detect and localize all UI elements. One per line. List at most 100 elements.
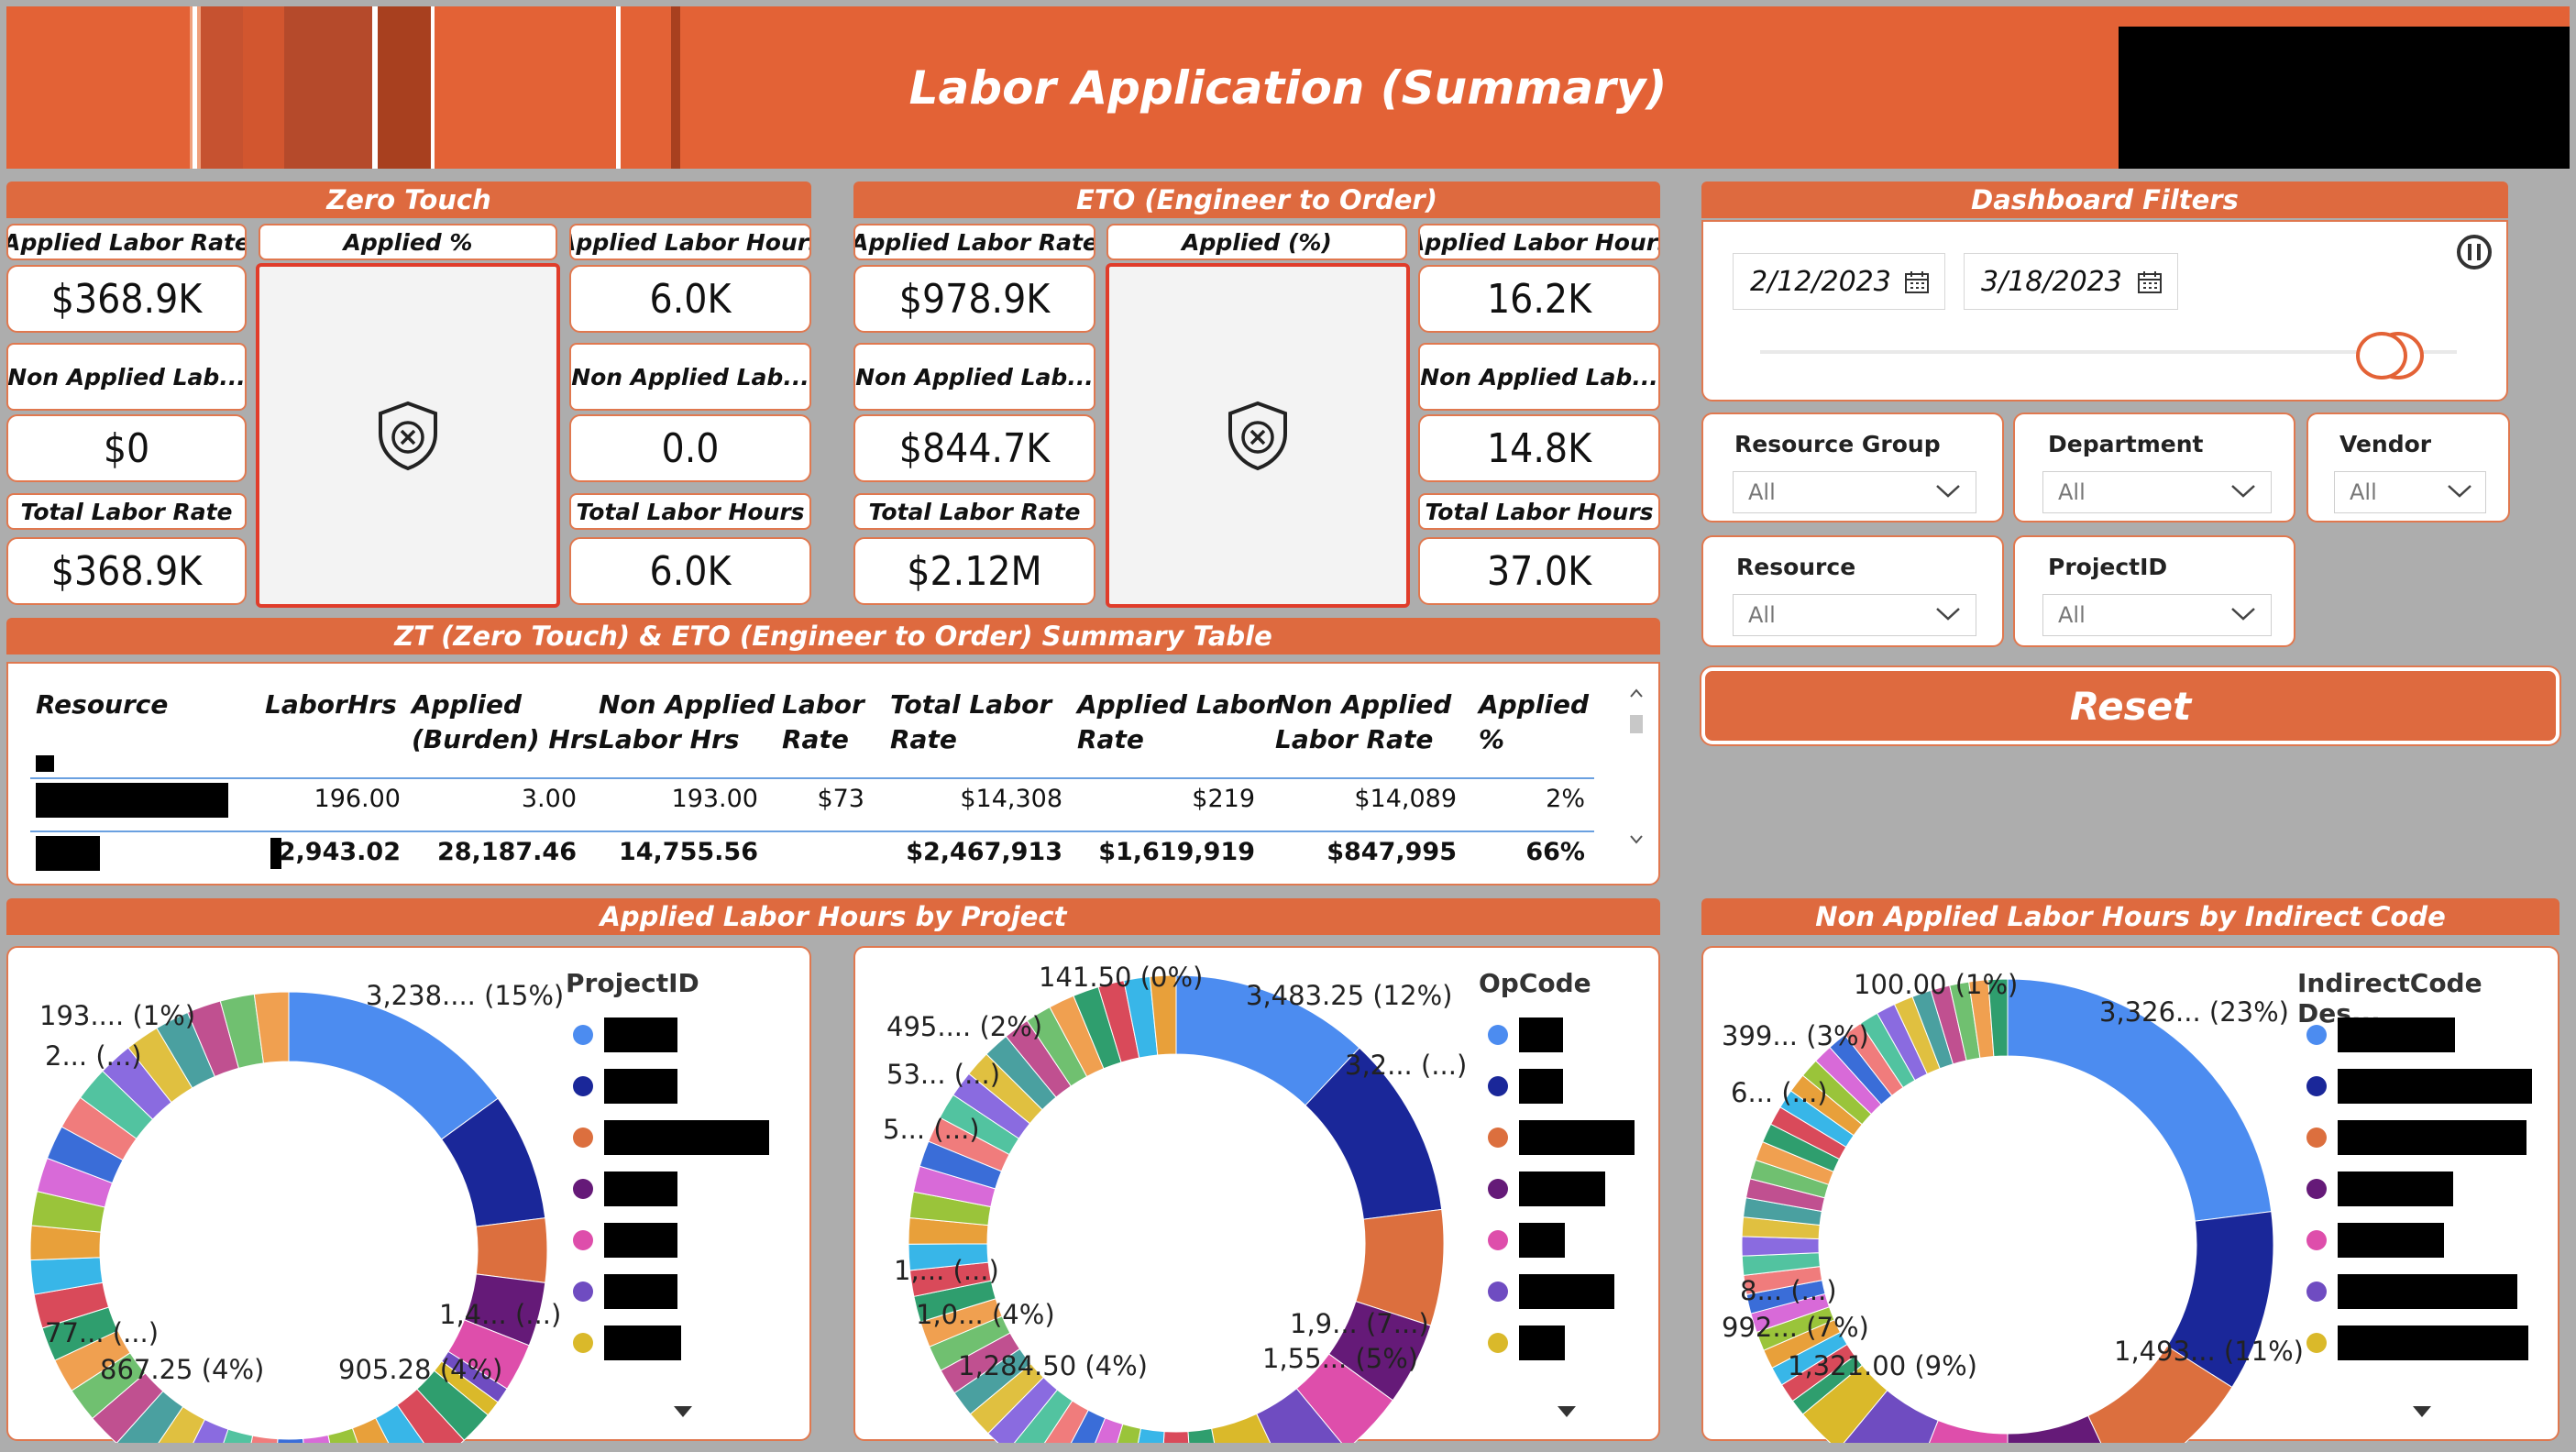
project-donut-chart[interactable]: 3,238.... (15%) 1,4... (...) 905.28 (4%) 86… — [8, 948, 813, 1443]
legend-marker[interactable] — [1488, 1179, 1508, 1199]
calendar-icon[interactable] — [1904, 270, 1930, 294]
legend-marker[interactable] — [1488, 1282, 1508, 1302]
legend-marker[interactable] — [2306, 1230, 2327, 1250]
donut-slice[interactable] — [1256, 1388, 1347, 1443]
calendar-icon[interactable] — [2137, 270, 2163, 294]
redacted-legend-label[interactable] — [2338, 1069, 2532, 1104]
date-slider-handle-end[interactable] — [2356, 332, 2407, 380]
info-icon[interactable] — [2455, 233, 2493, 271]
donut-slice[interactable] — [1211, 1413, 1291, 1443]
start-date-input[interactable]: 2/12/2023 — [1733, 253, 1945, 310]
legend-marker[interactable] — [1488, 1333, 1508, 1353]
redacted-legend-label[interactable] — [1519, 1326, 1565, 1360]
scroll-down-icon[interactable] — [1627, 832, 1646, 847]
redacted-legend-label[interactable] — [1519, 1120, 1635, 1155]
redacted-legend-label[interactable] — [1519, 1069, 1563, 1104]
redacted-legend-label[interactable] — [2338, 1223, 2444, 1258]
legend-marker[interactable] — [2306, 1179, 2327, 1199]
donut-slice[interactable] — [1987, 978, 2009, 1058]
zt-non-applied-hours-label: Non Applied Lab... — [569, 343, 811, 411]
legend-more-icon[interactable] — [674, 1406, 692, 1419]
redacted-legend-label[interactable] — [604, 1274, 677, 1309]
col-labor-hrs[interactable]: LaborHrs — [265, 689, 397, 720]
redacted-legend-label[interactable] — [2338, 1018, 2455, 1052]
redacted-legend-label[interactable] — [604, 1223, 677, 1258]
indirect-donut-chart[interactable]: 3,326... (23%) 1,493... (11%) 1,321.00 (9%… — [1703, 948, 2561, 1443]
redacted-legend-label[interactable] — [604, 1172, 677, 1206]
slice-data-label: 1,... (...) — [894, 1255, 999, 1286]
table-scrollbar[interactable] — [1627, 686, 1646, 847]
donut-slice[interactable] — [253, 991, 290, 1064]
donut-slice[interactable] — [1910, 1419, 2009, 1443]
project-id-dropdown[interactable]: All — [2042, 594, 2272, 636]
col-applied-pct[interactable]: Applied% — [1479, 689, 1589, 754]
scroll-thumb[interactable] — [1630, 715, 1643, 733]
redacted-legend-label[interactable] — [2338, 1172, 2453, 1206]
department-dropdown[interactable]: All — [2042, 471, 2272, 513]
zt-non-applied-rate-value: $0 — [6, 414, 247, 482]
donut-slice[interactable] — [2007, 1414, 2120, 1443]
redacted-legend-label[interactable] — [1519, 1018, 1563, 1052]
legend-marker[interactable] — [573, 1128, 593, 1148]
reset-button[interactable]: Reset — [1701, 667, 2559, 744]
legend-marker[interactable] — [1488, 1128, 1508, 1148]
resource-group-dropdown[interactable]: All — [1733, 471, 1976, 513]
legend-more-icon[interactable] — [2413, 1406, 2431, 1419]
legend-marker[interactable] — [2306, 1128, 2327, 1148]
col-labor-rate[interactable]: Labor Rate — [782, 689, 864, 754]
col-applied-burden-hrs[interactable]: Applied (Burden) Hrs — [412, 689, 599, 754]
redacted-legend-label[interactable] — [2338, 1274, 2517, 1309]
redacted-legend-label[interactable] — [1519, 1223, 1565, 1258]
donut-slice[interactable] — [273, 1437, 308, 1443]
donut-slice[interactable] — [2087, 1345, 2233, 1443]
legend-marker[interactable] — [2306, 1333, 2327, 1353]
donut-slice[interactable] — [288, 991, 499, 1140]
redacted-legend-label[interactable] — [604, 1069, 677, 1104]
vendor-dropdown[interactable]: All — [2334, 471, 2486, 513]
slice-data-label: 1,9... (7...) — [1290, 1308, 1429, 1339]
legend-marker[interactable] — [2306, 1282, 2327, 1302]
date-slider-track[interactable] — [1760, 350, 2457, 354]
donut-slice[interactable] — [475, 1217, 548, 1283]
donut-slice[interactable] — [1149, 974, 1177, 1056]
donut-slice[interactable] — [1741, 1236, 1820, 1257]
slice-data-label: 1,321.00 (9%) — [1788, 1350, 1977, 1381]
col-non-applied-labor-rate[interactable]: Non Applied Labor Rate — [1275, 689, 1452, 754]
redacted-legend-label[interactable] — [604, 1120, 769, 1155]
chevron-down-icon — [2231, 608, 2255, 621]
legend-marker[interactable] — [573, 1076, 593, 1096]
resource-dropdown[interactable]: All — [1733, 594, 1976, 636]
legend-marker[interactable] — [2306, 1076, 2327, 1096]
redacted-legend-label[interactable] — [1519, 1274, 1614, 1309]
col-applied-labor-rate[interactable]: Applied Labor Rate — [1077, 689, 1279, 754]
legend-marker[interactable] — [573, 1179, 593, 1199]
legend-marker[interactable] — [573, 1333, 593, 1353]
redacted-legend-label[interactable] — [2338, 1326, 2528, 1360]
redacted-legend-label[interactable] — [2338, 1120, 2526, 1155]
legend-more-icon[interactable] — [1558, 1406, 1576, 1419]
slice-data-label: 992... (7%) — [1722, 1312, 1869, 1343]
scroll-up-icon[interactable] — [1627, 686, 1646, 700]
legend-marker[interactable] — [573, 1025, 593, 1045]
eto-applied-pct-error-visual[interactable] — [1106, 263, 1410, 608]
legend-marker[interactable] — [1488, 1025, 1508, 1045]
department-filter: Department All — [2013, 412, 2295, 522]
project-charts-title: Applied Labor Hours by Project — [6, 898, 1660, 935]
zt-applied-pct-error-visual[interactable] — [256, 263, 560, 608]
legend-marker[interactable] — [573, 1282, 593, 1302]
opcode-donut-chart[interactable]: 3,483.25 (12%) 3,2... (...) 1,9... (7...) 1… — [855, 948, 1662, 1443]
col-non-applied-labor-hrs[interactable]: Non Applied Labor Hrs — [599, 689, 776, 754]
donut-slice[interactable] — [2007, 978, 2273, 1222]
col-resource[interactable]: Resource — [36, 689, 169, 720]
legend-marker[interactable] — [1488, 1076, 1508, 1096]
redacted-legend-label[interactable] — [604, 1326, 681, 1360]
redacted-legend-label[interactable] — [1519, 1172, 1605, 1206]
col-total-labor-rate[interactable]: Total Labor Rate — [890, 689, 1052, 754]
end-date-input[interactable]: 3/18/2023 — [1964, 253, 2178, 310]
redacted-legend-label[interactable] — [604, 1018, 677, 1052]
legend-marker[interactable] — [573, 1230, 593, 1250]
total-divider — [30, 830, 1594, 832]
resource-value: All — [1748, 602, 1776, 628]
legend-marker[interactable] — [2306, 1025, 2327, 1045]
legend-marker[interactable] — [1488, 1230, 1508, 1250]
